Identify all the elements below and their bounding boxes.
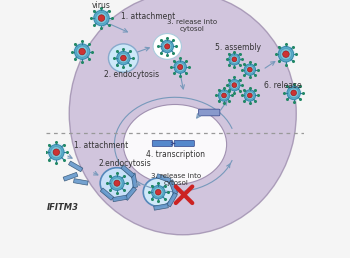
FancyBboxPatch shape xyxy=(152,140,173,147)
Circle shape xyxy=(94,10,109,26)
Ellipse shape xyxy=(69,0,296,235)
Circle shape xyxy=(150,184,167,201)
Circle shape xyxy=(243,88,257,103)
Circle shape xyxy=(227,78,241,92)
Text: 1. attachment: 1. attachment xyxy=(74,141,128,150)
Ellipse shape xyxy=(102,169,132,197)
Circle shape xyxy=(110,176,124,190)
Circle shape xyxy=(117,51,130,65)
Polygon shape xyxy=(63,172,78,181)
Circle shape xyxy=(163,42,172,51)
Polygon shape xyxy=(74,179,88,185)
Circle shape xyxy=(108,174,126,192)
Text: 2.endocytosis: 2.endocytosis xyxy=(98,159,151,168)
Circle shape xyxy=(51,147,62,158)
Circle shape xyxy=(244,90,256,101)
Circle shape xyxy=(230,55,238,63)
Circle shape xyxy=(217,88,231,103)
Circle shape xyxy=(155,189,161,195)
Circle shape xyxy=(164,44,170,49)
Circle shape xyxy=(247,93,252,98)
Polygon shape xyxy=(100,188,114,200)
Polygon shape xyxy=(154,204,168,210)
Ellipse shape xyxy=(124,104,226,184)
Circle shape xyxy=(285,85,302,101)
Circle shape xyxy=(289,88,299,98)
Circle shape xyxy=(47,142,66,162)
Circle shape xyxy=(246,91,254,100)
Ellipse shape xyxy=(100,168,134,199)
Circle shape xyxy=(229,54,240,65)
Circle shape xyxy=(280,49,292,60)
Polygon shape xyxy=(131,173,138,188)
Circle shape xyxy=(161,40,174,53)
Circle shape xyxy=(247,67,252,72)
Ellipse shape xyxy=(108,44,138,72)
Circle shape xyxy=(287,86,300,100)
Circle shape xyxy=(79,48,85,55)
Text: 1. attachment: 1. attachment xyxy=(121,12,175,21)
Ellipse shape xyxy=(145,180,172,205)
Text: 3. release into
cytosol: 3. release into cytosol xyxy=(167,19,217,32)
Circle shape xyxy=(244,64,256,75)
Circle shape xyxy=(112,178,122,188)
Circle shape xyxy=(77,46,88,57)
Circle shape xyxy=(229,79,240,91)
Polygon shape xyxy=(169,180,178,195)
Text: 5. assembly: 5. assembly xyxy=(215,43,261,52)
Ellipse shape xyxy=(154,35,180,58)
Circle shape xyxy=(49,144,64,160)
Circle shape xyxy=(53,149,60,156)
Circle shape xyxy=(92,8,111,28)
Ellipse shape xyxy=(153,34,181,59)
Circle shape xyxy=(222,93,226,98)
Text: IFITM3: IFITM3 xyxy=(47,203,79,212)
Circle shape xyxy=(243,63,257,77)
Circle shape xyxy=(177,64,183,70)
Circle shape xyxy=(246,66,254,74)
Circle shape xyxy=(283,51,289,58)
FancyBboxPatch shape xyxy=(198,109,220,116)
Circle shape xyxy=(153,187,163,197)
Circle shape xyxy=(174,61,186,73)
Circle shape xyxy=(160,39,175,54)
Circle shape xyxy=(230,81,238,89)
Polygon shape xyxy=(69,161,83,172)
Circle shape xyxy=(121,55,126,61)
Circle shape xyxy=(232,57,237,62)
Polygon shape xyxy=(112,195,127,202)
Ellipse shape xyxy=(143,178,173,206)
Circle shape xyxy=(276,44,296,64)
Circle shape xyxy=(227,52,241,67)
Text: 2. endocytosis: 2. endocytosis xyxy=(104,70,159,79)
Circle shape xyxy=(115,50,132,66)
Text: 3. release into
cytosol: 3. release into cytosol xyxy=(151,173,201,186)
Text: 4. transcription: 4. transcription xyxy=(146,150,204,159)
Ellipse shape xyxy=(110,45,137,71)
Circle shape xyxy=(114,180,120,186)
Circle shape xyxy=(152,186,165,199)
Circle shape xyxy=(291,90,296,96)
Circle shape xyxy=(220,91,228,100)
FancyBboxPatch shape xyxy=(174,140,194,147)
Circle shape xyxy=(96,12,107,24)
Circle shape xyxy=(173,59,188,75)
Circle shape xyxy=(75,44,90,59)
Polygon shape xyxy=(124,187,136,200)
Circle shape xyxy=(218,90,230,101)
Circle shape xyxy=(119,53,128,63)
Circle shape xyxy=(72,42,92,61)
Circle shape xyxy=(232,83,237,87)
Circle shape xyxy=(176,63,184,71)
Text: 6. release: 6. release xyxy=(264,81,302,90)
Polygon shape xyxy=(156,174,171,182)
Circle shape xyxy=(98,15,105,21)
Circle shape xyxy=(278,46,294,62)
Polygon shape xyxy=(121,165,134,178)
Text: virus: virus xyxy=(92,1,111,10)
Polygon shape xyxy=(167,192,177,207)
